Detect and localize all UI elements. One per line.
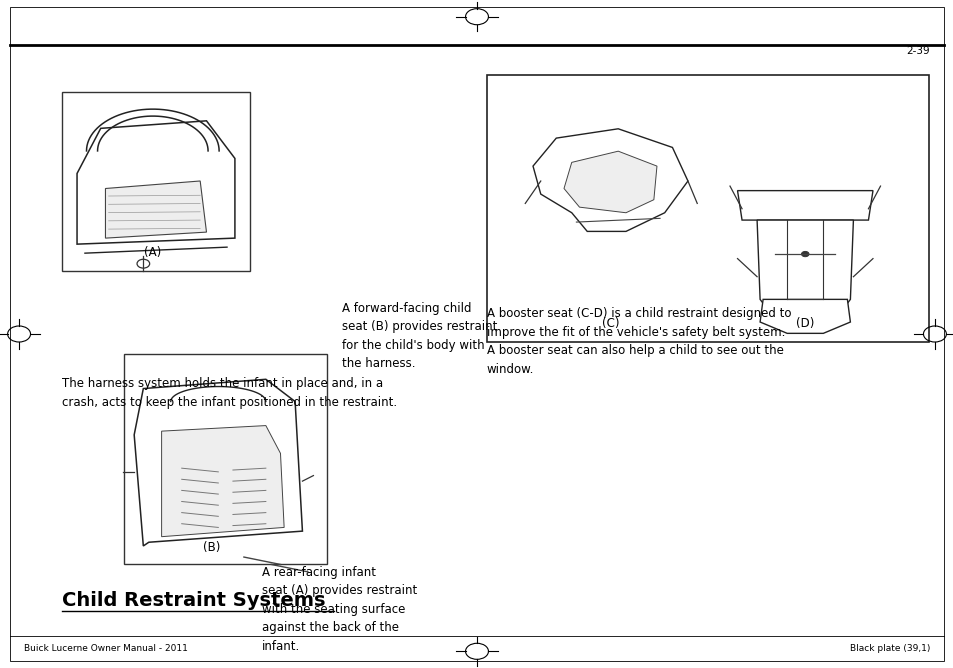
Polygon shape bbox=[106, 181, 206, 238]
Text: 2-39: 2-39 bbox=[905, 47, 929, 56]
Polygon shape bbox=[533, 129, 687, 231]
Bar bbox=[62, 92, 250, 271]
Text: Buick Lucerne Owner Manual - 2011: Buick Lucerne Owner Manual - 2011 bbox=[24, 644, 188, 653]
Polygon shape bbox=[563, 151, 657, 212]
Text: Child Restraint Systems: Child Restraint Systems bbox=[62, 591, 325, 610]
Text: Black plate (39,1): Black plate (39,1) bbox=[849, 644, 929, 653]
Polygon shape bbox=[757, 220, 853, 315]
Text: A forward-facing child
seat (B) provides restraint
for the child's body with
the: A forward-facing child seat (B) provides… bbox=[341, 302, 497, 371]
Polygon shape bbox=[760, 299, 849, 333]
Bar bbox=[486, 75, 928, 342]
Polygon shape bbox=[134, 379, 302, 546]
Bar bbox=[124, 354, 327, 564]
Text: The harness system holds the infant in place and, in a
crash, acts to keep the i: The harness system holds the infant in p… bbox=[62, 377, 396, 409]
Text: A rear-facing infant
seat (A) provides restraint
with the seating surface
agains: A rear-facing infant seat (A) provides r… bbox=[262, 566, 417, 653]
Text: A booster seat (C-D) is a child restraint designed to
improve the fit of the veh: A booster seat (C-D) is a child restrain… bbox=[486, 307, 790, 376]
Polygon shape bbox=[737, 190, 872, 220]
Polygon shape bbox=[77, 121, 234, 244]
Text: (C): (C) bbox=[601, 317, 618, 330]
Text: (D): (D) bbox=[795, 317, 814, 330]
Circle shape bbox=[801, 251, 808, 257]
Polygon shape bbox=[161, 426, 284, 536]
Text: (A): (A) bbox=[144, 246, 161, 259]
Text: (B): (B) bbox=[202, 541, 220, 554]
